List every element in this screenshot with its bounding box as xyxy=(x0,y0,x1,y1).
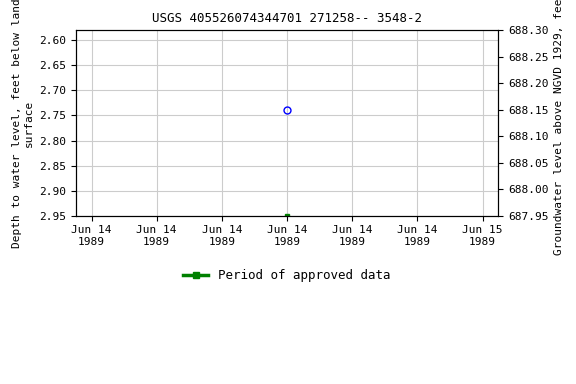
Legend: Period of approved data: Period of approved data xyxy=(179,264,396,287)
Title: USGS 405526074344701 271258-- 3548-2: USGS 405526074344701 271258-- 3548-2 xyxy=(152,12,422,25)
Y-axis label: Groundwater level above NGVD 1929, feet: Groundwater level above NGVD 1929, feet xyxy=(554,0,564,255)
Y-axis label: Depth to water level, feet below land
surface: Depth to water level, feet below land su… xyxy=(12,0,33,248)
